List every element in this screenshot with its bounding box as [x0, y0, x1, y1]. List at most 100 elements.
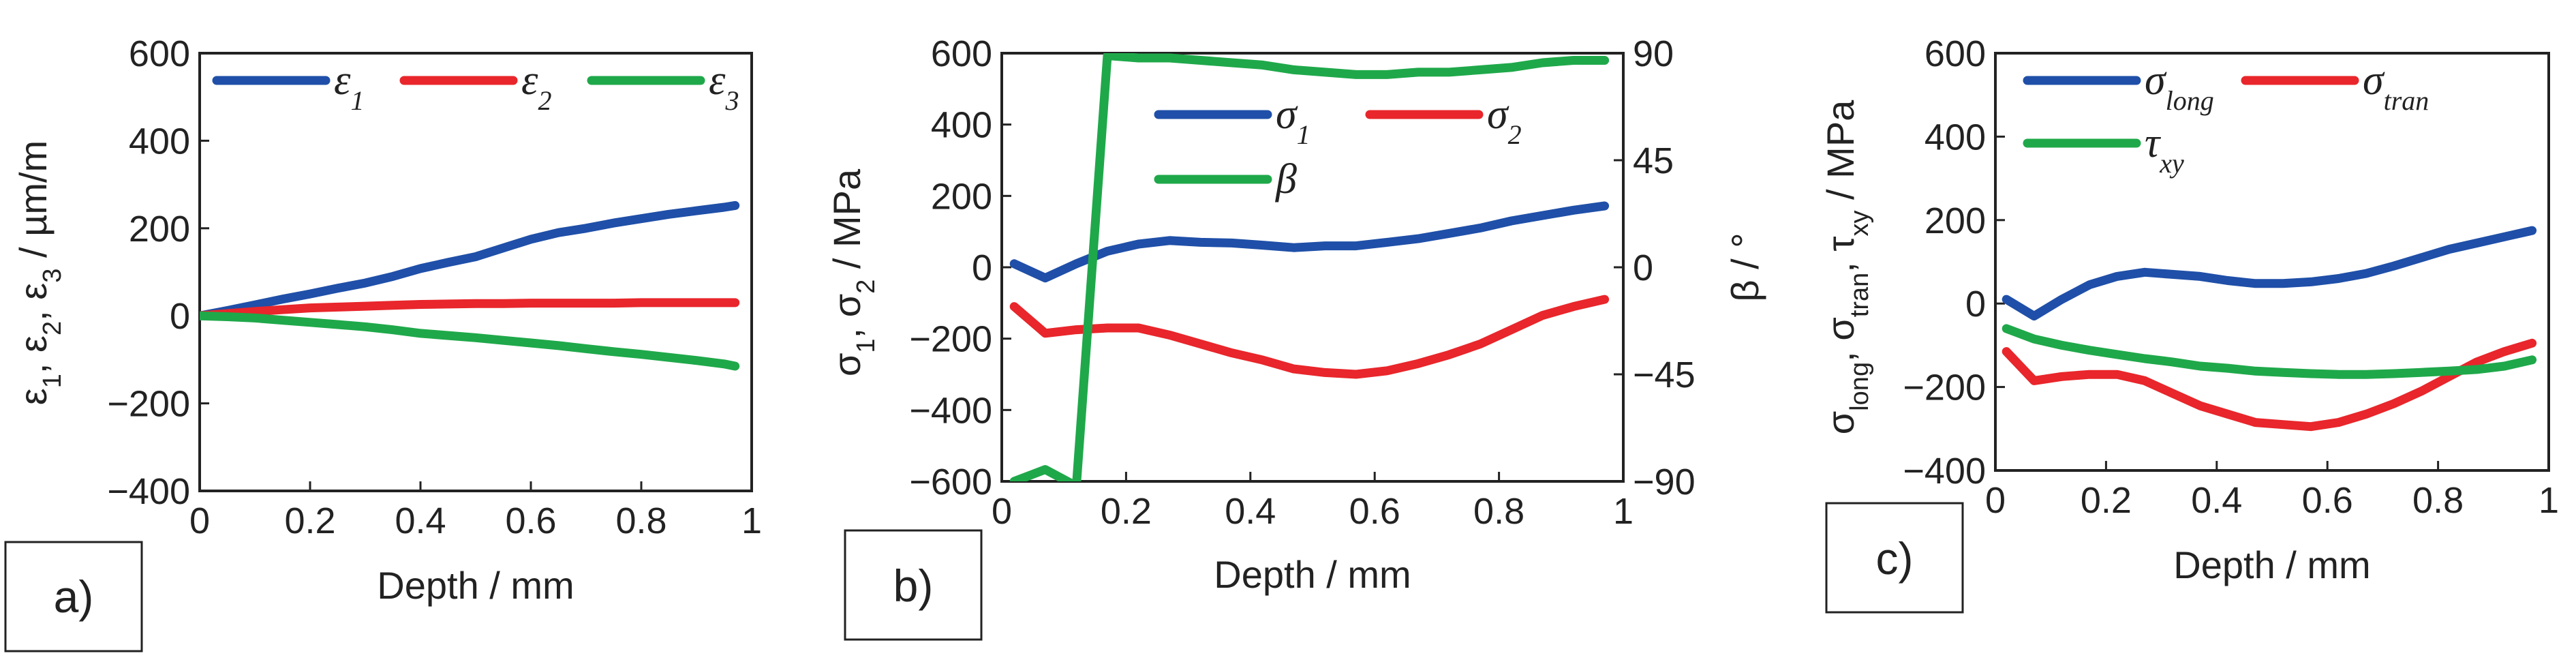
series-line-σ2 — [1009, 295, 1610, 379]
ylabel-part: , ε — [12, 283, 55, 321]
y-tick-label: −200 — [107, 384, 190, 425]
panel-c-frame — [1994, 52, 2550, 472]
panel-c-tag-box — [1825, 502, 1964, 614]
panel-c-tag: c) — [1876, 533, 1914, 584]
y-tick-label: 200 — [1925, 200, 1986, 241]
x-tick-label: 0.8 — [1473, 491, 1524, 532]
x-tick-label: 0.2 — [1101, 491, 1152, 532]
ylabel-part: 2 — [38, 321, 67, 335]
legend-label: σ1 — [1276, 91, 1310, 150]
ylabel-part: xy — [1845, 211, 1874, 237]
y-tick-label: −400 — [1903, 451, 1986, 492]
x-tick-label: 0.8 — [2412, 480, 2464, 521]
y-tick-label: 0 — [972, 247, 992, 288]
legend-label: σ2 — [1487, 91, 1522, 150]
ylabel-part: ε — [12, 388, 55, 405]
y-tick-label: 200 — [129, 209, 190, 250]
panel-a-series — [200, 200, 740, 371]
y-tick-label: 0 — [170, 296, 190, 337]
x-tick-label: 0.2 — [2081, 480, 2132, 521]
panel-b-series — [1009, 53, 1610, 481]
y-tick-label: 200 — [931, 176, 992, 217]
ylabel-part: , ε — [12, 335, 55, 374]
y2-tick-label: 45 — [1633, 140, 1674, 181]
x-tick-label: 0.4 — [2191, 480, 2242, 521]
panel-b-ylabel: σ1, σ2 / MPa — [825, 168, 880, 376]
y-tick-label: −400 — [107, 471, 190, 512]
x-tick-label: 1 — [2539, 480, 2559, 521]
ylabel-part: / MPa — [825, 168, 868, 280]
panel-b-legend: σ1 σ2 β — [1154, 91, 1522, 202]
y-tick-label: 600 — [129, 33, 190, 74]
ylabel-part: / MPa — [1819, 100, 1862, 211]
series-line-σlong — [2002, 226, 2537, 321]
panel-a-frame — [198, 52, 753, 492]
panel-a-ticks: 0 0.2 0.4 0.6 0.8 1 600 400 200 0 −200 −400 — [107, 33, 762, 541]
panel-a-legend: ε1 ε2 ε3 — [212, 57, 739, 116]
x-tick-label: 1 — [741, 500, 762, 541]
panel-a-xlabel: Depth / mm — [377, 564, 574, 607]
legend-label: σtran — [2363, 57, 2429, 116]
legend-label: σlong — [2145, 57, 2214, 116]
y-tick-label: −200 — [909, 319, 992, 360]
y-tick-label: 400 — [1925, 117, 1986, 158]
panel-c-legend: σlong σtran τxy — [2023, 57, 2429, 179]
panel-c: 0 0.2 0.4 0.6 0.8 1 600 400 200 0 −200 −400 σlong σt… — [1819, 33, 2559, 614]
series-line-ε2 — [200, 298, 740, 320]
panel-b-xlabel: Depth / mm — [1214, 553, 1411, 596]
panel-c-ticks: 0 0.2 0.4 0.6 0.8 1 600 400 200 0 −200 −400 — [1903, 33, 2559, 521]
panel-b-tag: b) — [893, 560, 934, 611]
ylabel-part: σ — [825, 353, 868, 377]
series-line-β — [1009, 53, 1610, 481]
y-tick-label: −400 — [909, 390, 992, 431]
ylabel-part: 1 — [38, 374, 67, 388]
legend-label: β — [1275, 156, 1297, 202]
x-tick-label: 0.4 — [1225, 491, 1276, 532]
y-tick-label: 400 — [931, 105, 992, 146]
y-tick-label: −600 — [909, 462, 992, 502]
y-tick-label: 400 — [129, 121, 190, 162]
ylabel-part: , τ — [1819, 237, 1862, 273]
panel-b-tag-box — [844, 529, 983, 641]
x-tick-label: 0.6 — [1349, 491, 1400, 532]
y-tick-label: 600 — [1925, 33, 1986, 74]
y2-tick-label: −45 — [1633, 355, 1696, 395]
ylabel-part: tran — [1845, 273, 1874, 317]
panel-c-ylabel: σlong, σtran, τxy / MPa — [1819, 100, 1874, 435]
legend-label: τxy — [2145, 120, 2184, 179]
legend-label: ε2 — [521, 57, 551, 116]
series-line-τxy — [2002, 324, 2537, 379]
x-tick-label: 0 — [1985, 480, 2006, 521]
y-tick-label: −200 — [1903, 368, 1986, 408]
series-line-σtran — [2002, 338, 2537, 432]
ylabel-part: 2 — [852, 280, 880, 294]
ylabel-part: 3 — [38, 269, 67, 283]
series-line-σ1 — [1009, 201, 1610, 283]
panel-c-xlabel: Depth / mm — [2173, 543, 2370, 586]
legend-label: ε3 — [709, 57, 739, 116]
panel-c-series — [2002, 226, 2537, 432]
panel-b: 0 0.2 0.4 0.6 0.8 1 600 400 200 0 −200 −400 −600 90 45… — [825, 33, 1766, 641]
ylabel-part: / µm/m — [12, 140, 55, 269]
x-tick-label: 0 — [992, 491, 1012, 532]
panel-a-tag: a) — [54, 571, 94, 622]
x-tick-label: 0.4 — [395, 500, 446, 541]
y-tick-label: 600 — [931, 33, 992, 74]
series-line-ε3 — [200, 311, 740, 371]
legend-label: ε1 — [334, 57, 364, 116]
x-tick-label: 0.2 — [284, 500, 335, 541]
y2-tick-label: −90 — [1633, 462, 1696, 502]
ylabel-part: , σ — [1819, 317, 1862, 362]
panel-b-y2label: β / ° — [1723, 232, 1766, 301]
ylabel-part: long — [1845, 362, 1874, 411]
x-tick-label: 0.6 — [505, 500, 556, 541]
y-tick-label: 0 — [1965, 284, 1986, 325]
panel-a-ylabel: ε1, ε2, ε3 / µm/m — [12, 140, 67, 405]
x-tick-label: 0.6 — [2302, 480, 2353, 521]
series-line-ε1 — [200, 200, 740, 320]
x-tick-label: 0.8 — [615, 500, 666, 541]
ylabel-part: 1 — [852, 338, 880, 352]
panel-a-tag-box — [4, 541, 143, 652]
